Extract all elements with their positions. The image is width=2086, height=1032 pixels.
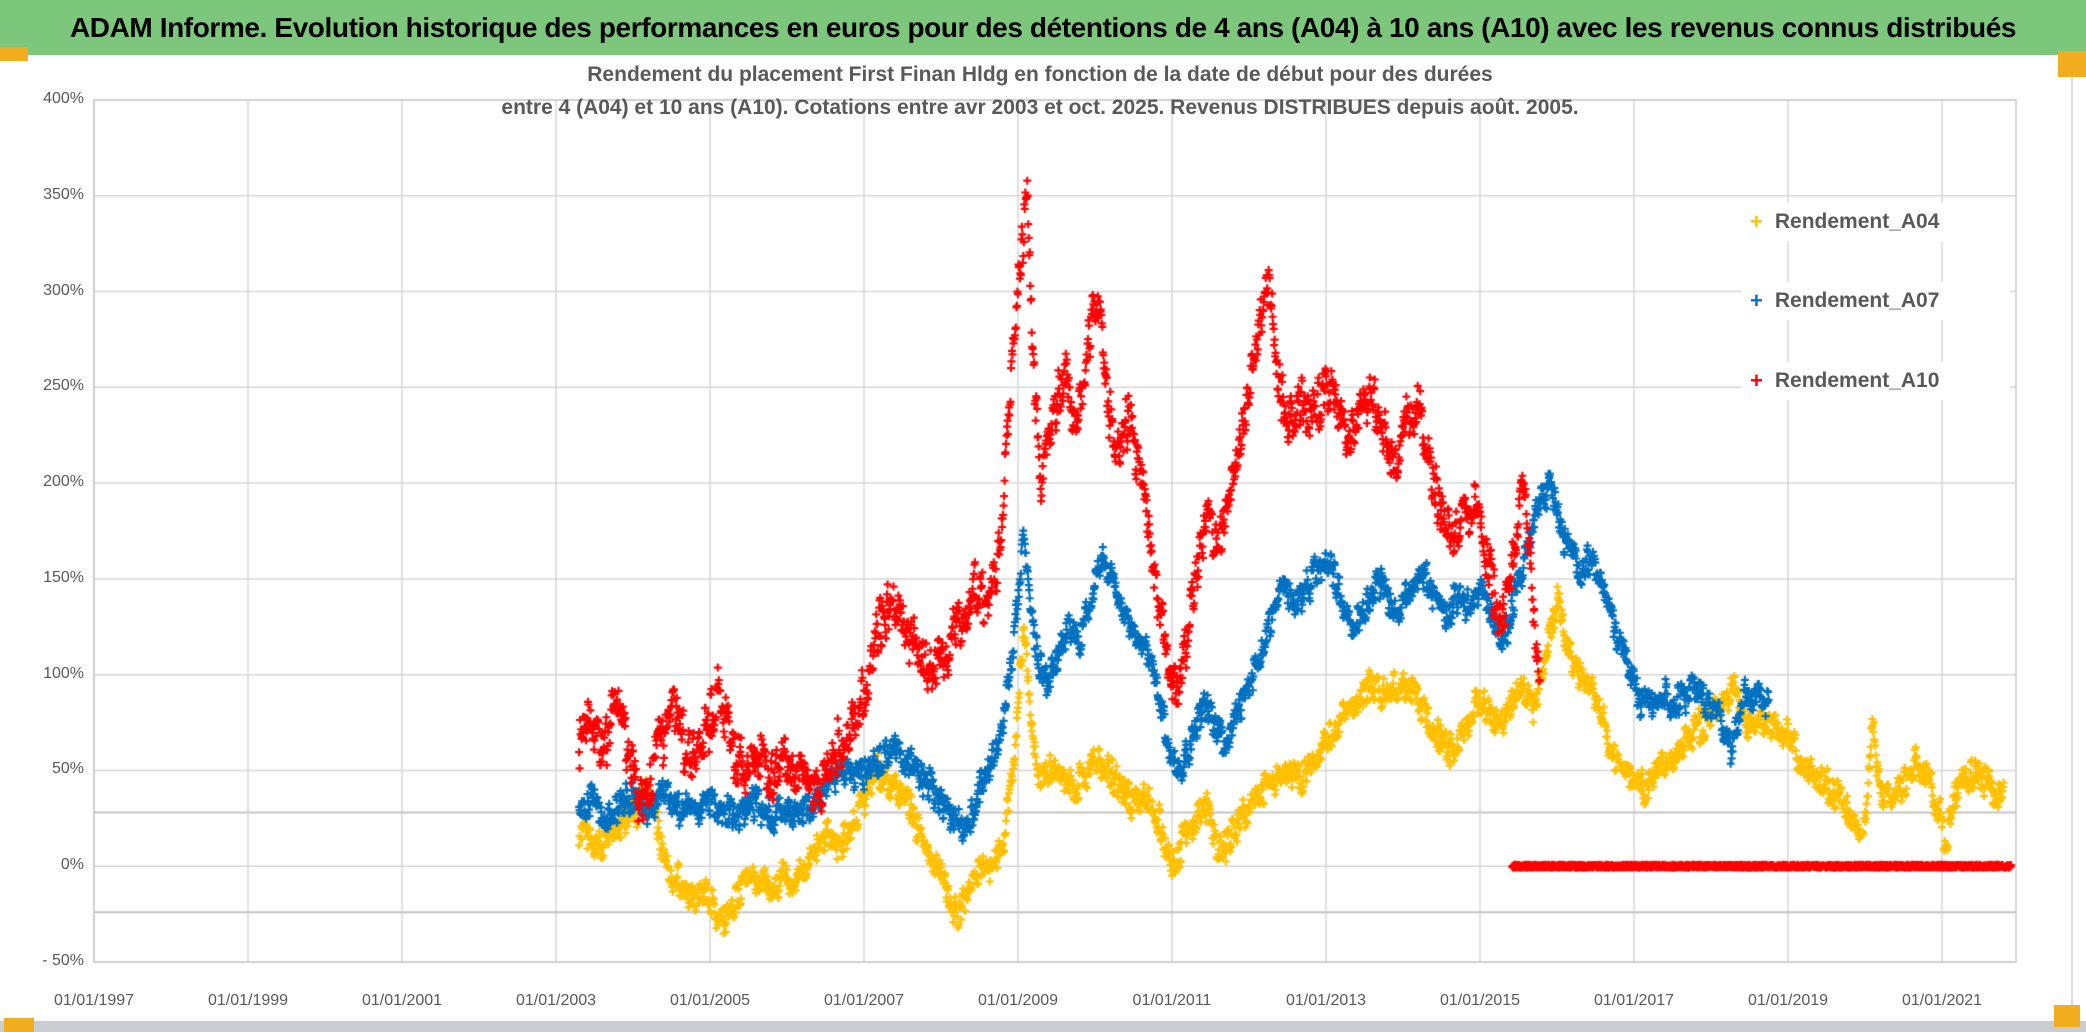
y-axis-label: 100%	[43, 664, 84, 682]
corner-accent-bottom-right	[2054, 1005, 2080, 1027]
x-axis-label: 01/01/2005	[669, 992, 751, 1009]
y-axis-label: - 50%	[42, 952, 84, 969]
chart-title-line-1: Rendement du placement First Finan Hldg …	[587, 63, 1493, 86]
x-axis-label: 01/01/2003	[515, 992, 597, 1009]
y-axis-label: 350%	[43, 185, 84, 203]
x-axis-label: 01/01/2015	[1439, 992, 1521, 1009]
corner-accent-top-right	[2058, 51, 2086, 77]
x-axis-label: 01/01/2019	[1747, 992, 1829, 1009]
y-axis-label: 50%	[51, 760, 84, 778]
chart-frame-right-edge	[2071, 62, 2073, 1020]
bottom-scroll-strip	[0, 1021, 2086, 1032]
corner-accent-bottom-left	[4, 1018, 34, 1032]
legend-label: Rendement_A04	[1774, 210, 1940, 233]
legend-marker-icon: +	[1750, 288, 1763, 313]
legend-item-rendement_a04[interactable]: + Rendement_A04	[1742, 203, 2010, 241]
legend-label: Rendement_A07	[1774, 289, 1940, 312]
chart-title-line-2: entre 4 (A04) et 10 ans (A10). Cotations…	[501, 96, 1579, 119]
legend-item-rendement_a07[interactable]: + Rendement_A07	[1742, 282, 2010, 320]
legend-label: Rendement_A10	[1774, 369, 1940, 392]
y-axis-label: 300%	[43, 281, 84, 299]
y-axis-label: 150%	[43, 568, 84, 586]
x-axis-label: 01/01/2011	[1132, 992, 1212, 1009]
corner-accent-top-left	[0, 47, 28, 61]
y-axis-label: 250%	[43, 377, 84, 395]
header-banner: ADAM Informe. Evolution historique des p…	[0, 0, 2086, 55]
legend-marker-icon: +	[1750, 368, 1763, 393]
y-axis-label: 400%	[43, 90, 84, 107]
x-axis-label: 01/01/2013	[1285, 992, 1367, 1009]
legend-marker-icon: +	[1750, 209, 1763, 234]
legend-item-rendement_a10[interactable]: + Rendement_A10	[1742, 362, 2010, 400]
header-title: ADAM Informe. Evolution historique des p…	[69, 11, 2017, 43]
x-axis-label: 01/01/1997	[53, 992, 135, 1009]
y-axis-label: 200%	[43, 473, 84, 491]
x-axis-label: 01/01/2009	[977, 992, 1059, 1009]
x-axis-label: 01/01/2017	[1593, 992, 1675, 1009]
x-axis-label: 01/01/2021	[1901, 992, 1983, 1009]
y-axis-label: 0%	[60, 856, 84, 874]
x-axis-label: 01/01/1999	[207, 992, 289, 1009]
x-axis-label: 01/01/2001	[361, 992, 443, 1009]
x-axis-label: 01/01/2007	[823, 992, 905, 1009]
